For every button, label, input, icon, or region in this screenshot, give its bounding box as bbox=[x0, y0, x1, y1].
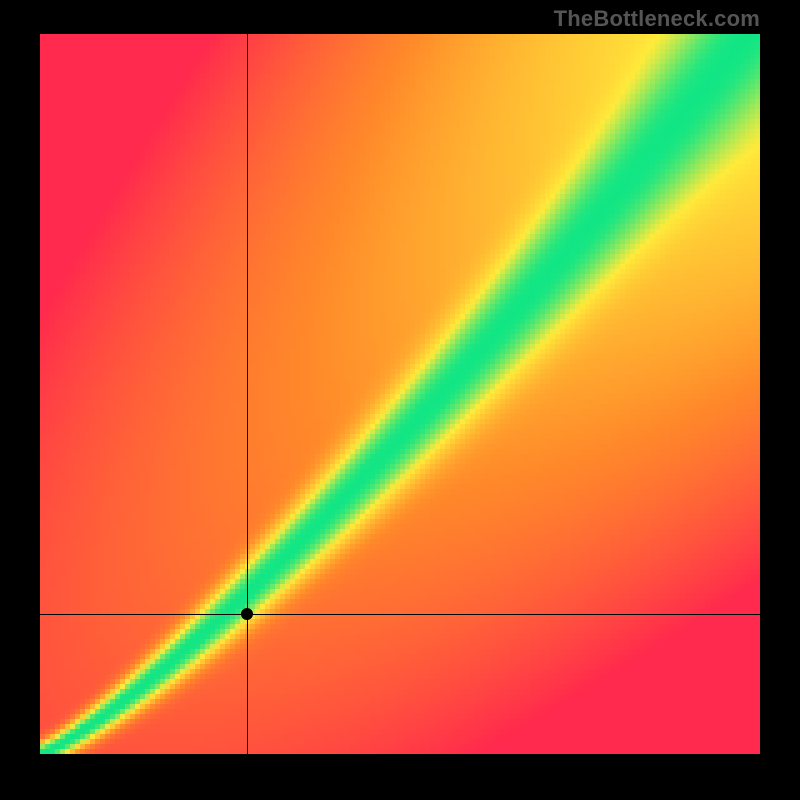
plot-area bbox=[40, 34, 760, 754]
crosshair-horizontal bbox=[40, 614, 760, 615]
marker-dot bbox=[241, 608, 253, 620]
stage: TheBottleneck.com bbox=[0, 0, 800, 800]
heatmap-canvas bbox=[40, 34, 760, 754]
crosshair-vertical bbox=[247, 34, 248, 754]
watermark-text: TheBottleneck.com bbox=[554, 6, 760, 32]
